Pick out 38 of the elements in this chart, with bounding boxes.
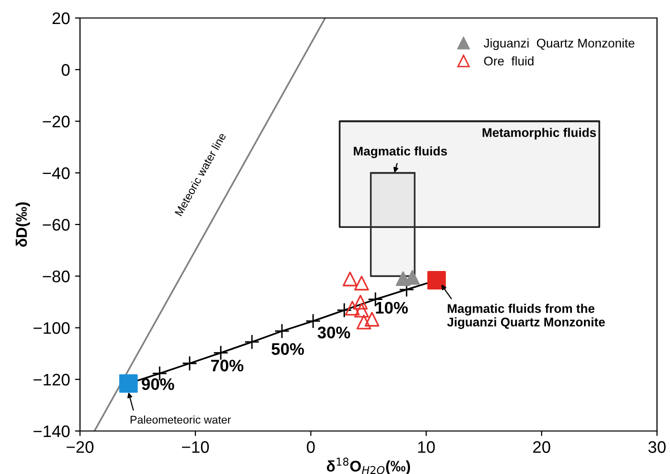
- annotation: 70%: [211, 360, 244, 372]
- y-tick-label: 0: [62, 64, 70, 76]
- annotation: Magmatic fluids: [354, 146, 447, 158]
- legend-label: Jiguanzi Quartz Monzonite: [484, 38, 634, 50]
- x-tick-label: 0: [306, 441, 315, 453]
- x-tick-label: 30: [648, 441, 666, 453]
- x-tick-label: 10: [418, 441, 435, 453]
- y-tick-label: −20: [42, 116, 70, 128]
- point: [353, 294, 368, 310]
- x-tick-label: −20: [66, 441, 94, 453]
- annotation: 10%: [376, 302, 408, 314]
- point: [182, 356, 198, 372]
- annotation: Magmatic fluids from the Jiguanzi Quartz Monzonite: [447, 304, 605, 330]
- annotation: Metamorphic fluids: [482, 128, 596, 140]
- y-tick-label: −120: [34, 374, 70, 386]
- point: [344, 300, 360, 316]
- point: [274, 323, 290, 339]
- y-tick-label: 20: [52, 12, 70, 24]
- annotation: 90%: [142, 378, 174, 390]
- point: [342, 272, 358, 286]
- point: [356, 314, 372, 330]
- y-tick-label: −140: [34, 425, 70, 438]
- y-tick-label: −40: [42, 167, 70, 180]
- point: [213, 345, 228, 360]
- y-tick-label: −100: [34, 322, 70, 334]
- annotation: 30%: [318, 326, 350, 338]
- y-axis-title: δD(‰): [16, 202, 30, 247]
- x-tick-label: 20: [533, 441, 550, 453]
- point: [244, 334, 260, 350]
- y-tick-label: −60: [42, 218, 70, 231]
- y-tick-label: −80: [42, 270, 70, 282]
- x-tick-label: −10: [182, 441, 209, 453]
- point: [354, 276, 369, 290]
- annotation: 50%: [272, 343, 304, 355]
- annotation: Paleometeoric water: [130, 415, 231, 424]
- point: [354, 302, 369, 318]
- point: [336, 302, 352, 318]
- legend-label: Ore fluid: [484, 56, 534, 66]
